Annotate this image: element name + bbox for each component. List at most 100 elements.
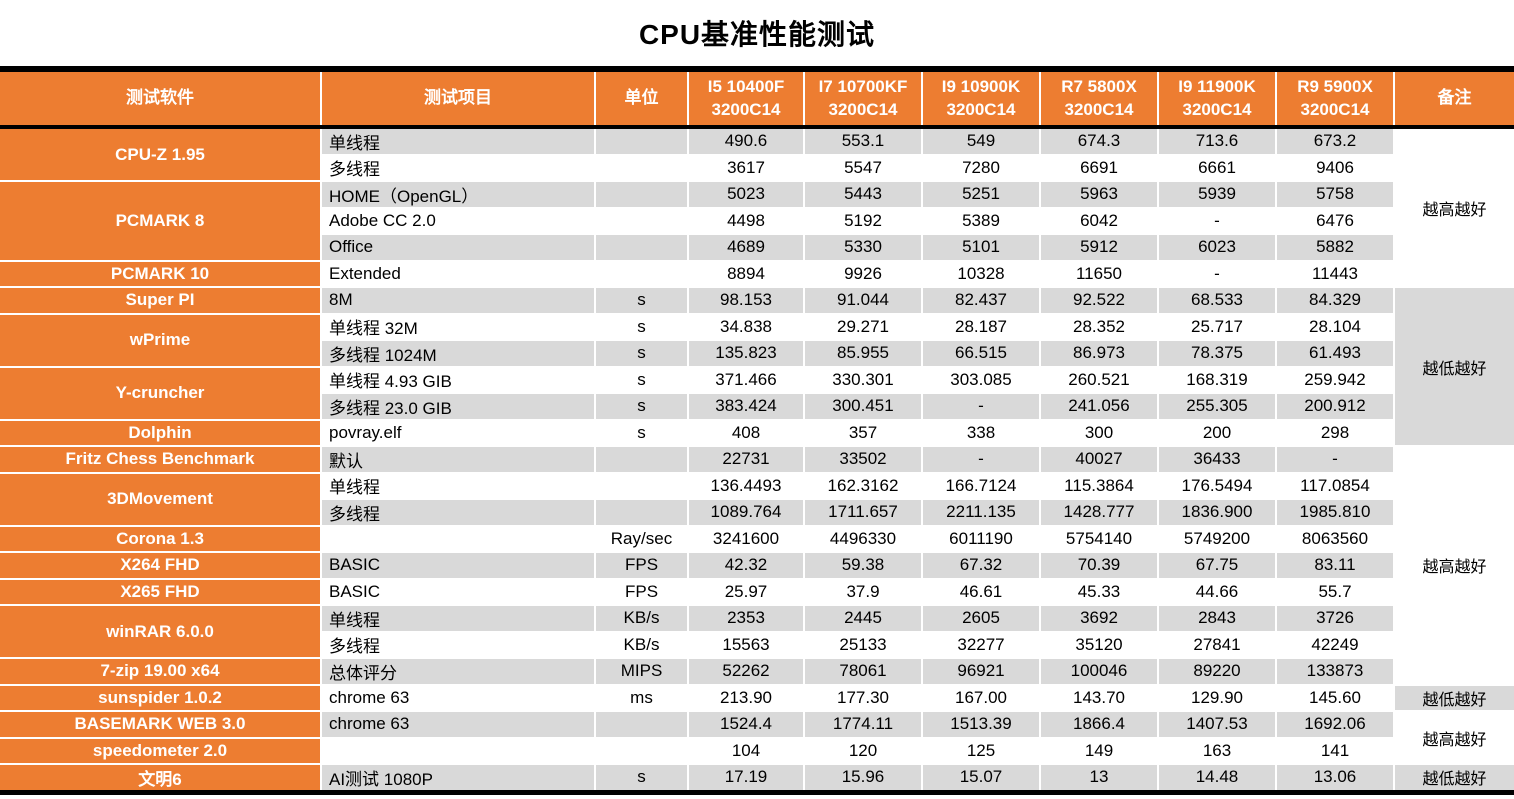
value-cell: 5023: [689, 182, 803, 207]
item-cell: 单线程: [322, 129, 594, 154]
item-cell: Extended: [329, 263, 401, 283]
value-cell: 408: [731, 422, 761, 442]
value-cell: 141: [1320, 740, 1350, 760]
unit-cell: [596, 500, 687, 525]
value-cell: 674.3: [1041, 129, 1157, 154]
value-cell: 2605: [923, 606, 1039, 631]
value-cell: 15.96: [805, 765, 921, 790]
value-cell: 33502: [805, 447, 921, 472]
item-cell: 多线程 1024M: [322, 341, 594, 366]
value-cell: 5749200: [1183, 528, 1251, 548]
value-cell: 70.39: [1041, 553, 1157, 578]
remark-cell: 越高越好: [1422, 731, 1487, 749]
value-cell: 6042: [1080, 210, 1118, 230]
value-cell: 66.515: [923, 341, 1039, 366]
software-cell: Corona 1.3: [0, 526, 320, 551]
col-header-item: 测试项目: [322, 72, 594, 125]
item-cell: [322, 739, 594, 764]
value-cell: 67.75: [1159, 553, 1275, 578]
unit-cell: s: [637, 422, 646, 442]
value-cell: 1985.810: [1277, 500, 1393, 525]
unit-cell: s: [637, 369, 646, 389]
value-cell: 549: [923, 129, 1039, 154]
value-cell: 300: [1084, 422, 1114, 442]
item-cell: 多线程: [329, 637, 380, 657]
value-cell: 6011190: [949, 528, 1013, 548]
value-cell: 5192: [844, 210, 882, 230]
value-cell: 136.4493: [710, 475, 782, 495]
value-cell: 490.6: [689, 129, 803, 154]
remark-cell: 越高越好: [1422, 201, 1487, 219]
value-cell: 44.66: [1195, 581, 1239, 601]
unit-cell: KB/s: [623, 634, 660, 654]
value-cell: 29.271: [837, 316, 889, 336]
value-cell: 3241600: [712, 528, 780, 548]
remark-cell: 越低越好: [1395, 685, 1514, 710]
unit-cell: [596, 447, 687, 472]
value-cell: 2353: [689, 606, 803, 631]
item-cell: chrome 63: [329, 687, 410, 707]
unit-cell: [596, 209, 687, 234]
unit-cell: ms: [630, 687, 653, 707]
value-cell: 1836.900: [1159, 500, 1275, 525]
unit-cell: s: [596, 765, 687, 790]
value-cell: 168.319: [1186, 369, 1248, 389]
value-cell: 5963: [1041, 182, 1157, 207]
value-cell: 61.493: [1277, 341, 1393, 366]
software-cell: X264 FHD: [0, 553, 320, 578]
item-cell: 单线程: [329, 478, 380, 498]
value-cell: 37.9: [846, 581, 880, 601]
value-cell: 6691: [1080, 157, 1118, 177]
software-cell: PCMARK 10: [0, 261, 320, 286]
value-cell: 78061: [805, 659, 921, 684]
value-cell: 259.942: [1304, 369, 1366, 389]
value-cell: 2211.135: [923, 500, 1039, 525]
value-cell: 10328: [957, 263, 1005, 283]
value-cell: -: [1214, 263, 1220, 283]
value-cell: 5443: [805, 182, 921, 207]
value-cell: 1711.657: [805, 500, 921, 525]
value-cell: 5389: [962, 210, 1000, 230]
value-cell: 1774.11: [805, 712, 921, 737]
unit-cell: s: [637, 316, 646, 336]
value-cell: 32277: [957, 634, 1005, 654]
value-cell: 104: [731, 740, 761, 760]
value-cell: 3692: [1041, 606, 1157, 631]
cpu-header-line: R9 5900X: [1297, 76, 1373, 96]
value-cell: 330.301: [832, 369, 894, 389]
cpu-header-line: I7 10700KF: [818, 76, 908, 96]
value-cell: 117.0854: [1300, 475, 1370, 495]
value-cell: 133873: [1277, 659, 1393, 684]
value-cell: 129.90: [1191, 687, 1243, 707]
software-cell: 3DMovement: [0, 473, 320, 525]
software-cell: 7-zip 19.00 x64: [0, 659, 320, 684]
value-cell: 4496330: [829, 528, 897, 548]
value-cell: 68.533: [1159, 288, 1275, 313]
value-cell: 92.522: [1041, 288, 1157, 313]
value-cell: 5101: [923, 235, 1039, 260]
bottom-divider-bar: [0, 789, 1514, 795]
header-divider-bar: [0, 125, 1514, 129]
value-cell: 5754140: [1065, 528, 1133, 548]
value-cell: 25.717: [1191, 316, 1243, 336]
value-cell: -: [1214, 210, 1220, 230]
cpu-header-line: 3200C14: [711, 99, 781, 119]
value-cell: 1524.4: [689, 712, 803, 737]
col-header-cpu-6: R9 5900X 3200C14: [1277, 72, 1393, 125]
value-cell: 42.32: [689, 553, 803, 578]
col-header-software: 测试软件: [0, 72, 320, 125]
value-cell: -: [923, 447, 1039, 472]
value-cell: 36433: [1159, 447, 1275, 472]
software-cell: X265 FHD: [0, 579, 320, 604]
software-cell: Y-cruncher: [0, 367, 320, 419]
value-cell: 25133: [839, 634, 887, 654]
item-cell: Adobe CC 2.0: [329, 210, 436, 230]
value-cell: 89220: [1159, 659, 1275, 684]
value-cell: 1428.777: [1041, 500, 1157, 525]
value-cell: 166.7124: [945, 475, 1017, 495]
value-cell: 27841: [1193, 634, 1241, 654]
value-cell: 5547: [844, 157, 882, 177]
value-cell: 3726: [1277, 606, 1393, 631]
value-cell: 200.912: [1277, 394, 1393, 419]
